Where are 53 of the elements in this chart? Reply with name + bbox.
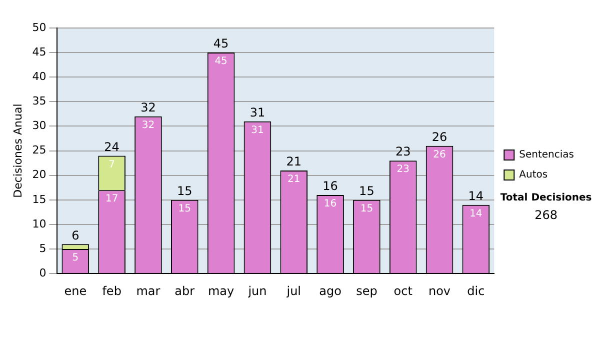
total-label: 24 <box>104 140 120 154</box>
y-axis-title: Decisiones Anual <box>11 104 24 198</box>
x-tick-label: dic <box>467 284 485 298</box>
x-tick-label: jul <box>286 284 302 298</box>
x-tick-label: oct <box>394 284 413 298</box>
y-tick-label: 15 <box>32 192 46 206</box>
data-label: 17 <box>105 194 118 205</box>
data-label: 5 <box>72 252 79 264</box>
total-label: 32 <box>140 100 156 115</box>
data-label: 23 <box>396 164 410 176</box>
total-label: 31 <box>250 105 266 120</box>
data-label: 14 <box>470 208 482 220</box>
y-tick-label: 50 <box>32 20 46 34</box>
x-tick-label: mar <box>136 284 160 298</box>
legend-label: Sentencias <box>519 150 574 161</box>
data-label: 32 <box>142 120 155 132</box>
y-tick-label: 0 <box>39 266 46 280</box>
y-tick-label: 10 <box>32 217 46 230</box>
y-tick-label: 35 <box>32 94 46 108</box>
data-label: 45 <box>214 56 228 68</box>
data-label: 21 <box>288 174 300 186</box>
data-label: 26 <box>433 149 446 160</box>
x-tick-label: abr <box>174 284 195 298</box>
y-tick-label: 30 <box>32 119 46 132</box>
y-tick-label: 20 <box>32 168 46 182</box>
y-tick-label: 45 <box>32 45 46 58</box>
x-tick-label: ago <box>319 284 342 298</box>
y-tick-label: 40 <box>32 70 46 83</box>
x-tick-label: jun <box>247 284 267 298</box>
total-label: 6 <box>72 228 80 242</box>
total-label: 21 <box>286 154 302 169</box>
data-label: 7 <box>108 159 115 170</box>
total-label: 15 <box>176 184 192 198</box>
x-tick-label: nov <box>428 284 451 298</box>
x-tick-label: sep <box>356 284 378 298</box>
legend-label: Autos <box>519 170 548 181</box>
total-label: 26 <box>432 130 448 144</box>
total-label: 45 <box>213 36 229 51</box>
total-label: 15 <box>359 184 374 198</box>
total-label: 16 <box>322 179 338 194</box>
data-label: 16 <box>324 198 337 210</box>
data-label: 15 <box>360 204 374 215</box>
y-tick-label: 25 <box>32 144 46 157</box>
total-label: 14 <box>468 188 484 203</box>
text: Total Decisiones <box>500 192 592 204</box>
data-label: 31 <box>251 124 264 136</box>
data-label: 15 <box>178 204 192 215</box>
total-label: 23 <box>395 144 411 159</box>
x-tick-label: ene <box>64 284 87 298</box>
y-tick-label: 5 <box>39 242 46 255</box>
x-tick-label: feb <box>102 284 122 298</box>
x-tick-label: may <box>208 284 234 298</box>
text: 268 <box>534 208 558 222</box>
